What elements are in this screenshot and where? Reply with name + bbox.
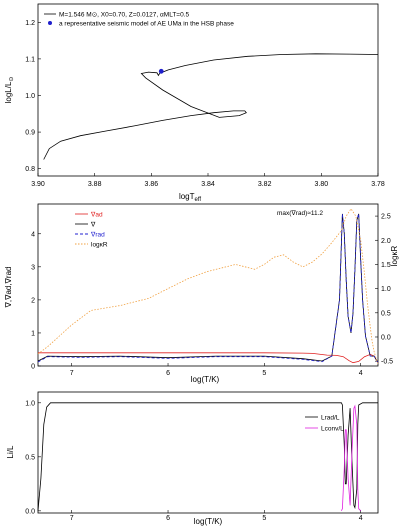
gradients-x-axis-label: log(T/K) <box>191 375 220 384</box>
y-tick-label: 1.0 <box>25 93 35 100</box>
hr-x-axis-label: logTeff <box>179 192 201 203</box>
gradients-x-ticks: 7 6 5 4 <box>70 363 363 377</box>
y-tick-label: 0 <box>31 364 35 371</box>
luminosity-plot-frame <box>37 391 379 514</box>
gradients-y-axis-label: ∇,∇ad,∇rad <box>4 267 13 309</box>
y-tick-label: 0.9 <box>25 130 35 137</box>
series-nabla-rad-line <box>37 213 379 363</box>
x-tick-label: 3.82 <box>258 181 272 188</box>
luminosity-y-axis-label: Li/L <box>6 445 15 458</box>
series-lconv-line <box>341 404 361 512</box>
legend-label-log-kappa: logκR <box>91 242 108 249</box>
x-tick-label: 3.90 <box>31 181 45 188</box>
luminosity-legend: Lrad/L Lconv/L <box>305 415 344 433</box>
legend-label-nabla: ∇ <box>90 221 96 229</box>
legend-label-lrad: Lrad/L <box>321 415 340 422</box>
series-nabla-line <box>37 213 379 363</box>
x-tick-label: 5 <box>262 370 266 377</box>
luminosity-x-axis-label: log(T/K) <box>194 517 223 526</box>
right-y-tick-label: -0.5 <box>381 359 393 366</box>
gradients-legend: ∇ad ∇ ∇rad logκR <box>75 211 108 249</box>
luminosity-y-ticks: 0.0 0.5 1.0 <box>25 400 41 515</box>
y-tick-label: 2 <box>31 297 35 304</box>
legend-label-lconv: Lconv/L <box>321 426 344 433</box>
hr-diagram-panel: 3.90 3.88 3.86 3.84 3.82 3.80 3.78 0.8 0.9 1.0 1.… <box>4 3 385 203</box>
right-y-tick-label: 0.0 <box>381 334 391 341</box>
hr-x-ticks: 3.90 3.88 3.86 3.84 3.82 3.80 3.78 <box>31 173 385 188</box>
hr-legend: M=1.546 M⊙, X0=0.70, Z=0.0127, αMLT=0.5 … <box>44 12 234 28</box>
series-lrad-line <box>37 402 378 511</box>
x-tick-label: 3.84 <box>201 181 215 188</box>
y-tick-label: 1 <box>31 330 35 337</box>
right-y-tick-label: 1.5 <box>381 262 391 269</box>
y-tick-label: 3 <box>31 264 35 271</box>
max-nabla-rad-annotation: max(∇rad)≈11.2 <box>277 209 323 217</box>
seismic-model-point <box>158 68 164 74</box>
x-tick-label: 4 <box>359 370 363 377</box>
gradients-right-y-ticks: -0.5 0.0 0.5 1.0 1.5 2.0 2.5 <box>375 214 393 366</box>
legend-label-nabla-ad: ∇ad <box>90 211 103 219</box>
x-tick-label: 4 <box>359 515 363 522</box>
hr-legend-track-label: M=1.546 M⊙, X0=0.70, Z=0.0127, αMLT=0.5 <box>59 12 190 19</box>
y-tick-label: 0.0 <box>25 508 35 515</box>
x-tick-label: 3.78 <box>371 181 385 188</box>
y-tick-label: 0.5 <box>25 454 35 461</box>
y-tick-label: 4 <box>31 231 35 238</box>
y-tick-label: 1.2 <box>25 20 35 27</box>
gradients-series <box>37 208 379 364</box>
hr-y-axis-label: logL/L⊙ <box>4 77 15 104</box>
series-nabla-ad-line <box>38 352 379 364</box>
x-tick-label: 3.86 <box>145 181 159 188</box>
y-tick-label: 1.1 <box>25 56 35 63</box>
gradients-right-y-axis-label: logκR <box>390 246 399 267</box>
hr-y-ticks: 0.8 0.9 1.0 1.1 1.2 <box>25 20 41 173</box>
hr-plot-frame <box>37 3 379 177</box>
x-tick-label: 5 <box>262 515 266 522</box>
luminosity-panel: 7 6 5 4 0.0 0.5 1.0 Lrad/L Lconv/L log(T/K) L… <box>6 391 379 526</box>
x-tick-label: 7 <box>70 370 74 377</box>
right-y-tick-label: 1.0 <box>381 286 391 293</box>
y-tick-label: 1.0 <box>25 400 35 407</box>
x-tick-label: 6 <box>166 515 170 522</box>
gradients-plot-frame <box>37 203 379 367</box>
hr-legend-point-swatch <box>48 21 52 25</box>
luminosity-series <box>37 402 378 512</box>
right-y-tick-label: 0.5 <box>381 310 391 317</box>
x-tick-label: 6 <box>166 370 170 377</box>
y-tick-label: 0.8 <box>25 166 35 173</box>
hr-legend-model-label: a representative seismic model of AE UMa… <box>59 21 234 28</box>
x-tick-label: 7 <box>70 515 74 522</box>
evolutionary-track-line <box>43 53 379 160</box>
gradients-panel: 7 6 5 4 0 1 2 3 4 -0.5 0.0 0.5 1.0 1.5 2.0 2.5 ∇ad ∇ … <box>4 203 399 384</box>
legend-label-nabla-rad: ∇rad <box>90 231 105 239</box>
right-y-tick-label: 2.5 <box>381 214 391 221</box>
right-y-tick-label: 2.0 <box>381 238 391 245</box>
gradients-y-ticks: 0 1 2 3 4 <box>31 231 41 371</box>
series-log-kappa-line <box>37 208 379 364</box>
x-tick-label: 3.88 <box>88 181 102 188</box>
x-tick-label: 3.80 <box>315 181 329 188</box>
